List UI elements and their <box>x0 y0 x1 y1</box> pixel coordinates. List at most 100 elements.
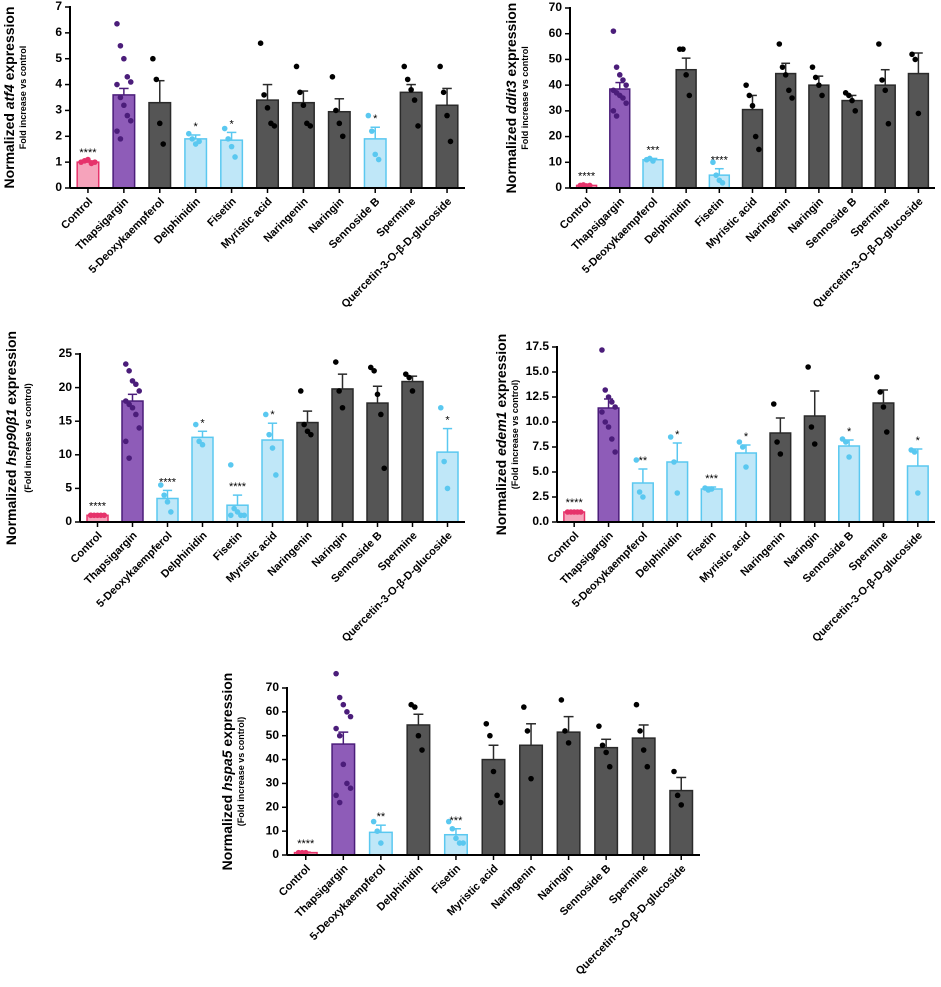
y-tick-label: 20 <box>266 799 280 813</box>
data-point <box>415 732 422 739</box>
x-tick-label: Fisetin <box>211 529 245 563</box>
data-point <box>610 108 617 114</box>
y-axis-label: Normalized ddit3 expression <box>503 3 519 194</box>
significance-label: **** <box>297 838 315 850</box>
significance-label: *** <box>647 144 661 156</box>
data-point <box>293 63 300 70</box>
data-point <box>636 489 643 495</box>
significance-label: * <box>445 415 450 427</box>
bar <box>121 400 144 523</box>
data-point <box>378 411 384 418</box>
data-point <box>610 28 617 34</box>
bar <box>399 91 423 189</box>
significance-label: * <box>194 121 199 133</box>
data-point <box>401 63 408 70</box>
data-point <box>613 64 620 70</box>
bar <box>148 101 172 189</box>
data-point <box>633 457 640 463</box>
data-point <box>92 159 98 165</box>
y-tick-label: 7.5 <box>532 439 549 453</box>
data-point <box>333 792 339 799</box>
data-point <box>228 143 235 150</box>
y-axis-label-part: expression <box>503 3 519 81</box>
bar <box>669 789 694 856</box>
y-axis-sublabel: (Fold increase vs control) <box>23 383 33 493</box>
data-point <box>301 421 307 428</box>
data-point <box>603 749 609 756</box>
data-point <box>453 835 459 842</box>
bar <box>631 737 656 856</box>
data-point <box>232 154 238 160</box>
bar <box>675 68 697 189</box>
data-point <box>565 740 572 746</box>
y-tick-label: 60 <box>549 26 563 40</box>
data-point <box>333 725 339 732</box>
y-tick-label: 20 <box>59 380 73 394</box>
data-point <box>227 462 234 468</box>
y-tick-label: 2 <box>55 128 62 142</box>
data-point <box>122 361 129 367</box>
data-point <box>199 441 206 448</box>
data-point <box>336 799 343 806</box>
data-point <box>437 63 443 70</box>
data-point <box>332 359 339 365</box>
data-point <box>307 123 314 129</box>
y-axis-label: Normalized atf4 expression <box>1 6 17 188</box>
data-point <box>114 81 120 88</box>
panel: Normalized hsp90β1 expression (Fold incre… <box>3 331 465 644</box>
bar <box>401 380 424 523</box>
data-point <box>257 40 264 46</box>
data-point <box>736 439 743 445</box>
data-point <box>122 438 129 445</box>
data-point <box>329 74 336 80</box>
data-point <box>683 72 689 78</box>
bar <box>734 452 758 523</box>
data-point <box>528 775 534 782</box>
data-point <box>777 451 784 457</box>
y-axis-label-part: expression <box>219 673 235 751</box>
significance-label: ** <box>639 455 648 467</box>
data-point <box>612 449 618 455</box>
data-point <box>271 123 278 129</box>
bar <box>366 402 389 523</box>
data-point <box>408 86 414 93</box>
significance-label: * <box>270 409 275 421</box>
data-point <box>336 120 343 127</box>
significance-label: **** <box>89 501 107 513</box>
significance-label: *** <box>450 815 464 827</box>
y-axis-label-part: expression <box>3 331 19 409</box>
data-point <box>842 439 849 445</box>
data-point <box>558 697 565 703</box>
y-axis-label-part: ddit3 <box>503 80 519 114</box>
data-point <box>521 704 527 710</box>
data-point <box>605 394 612 400</box>
x-tick-label: Fisetin <box>430 862 464 896</box>
data-point <box>164 499 171 505</box>
data-point <box>876 41 882 47</box>
data-point <box>915 110 922 117</box>
data-point <box>189 136 196 142</box>
data-point <box>644 763 651 770</box>
data-point <box>127 117 134 124</box>
data-point <box>882 87 889 94</box>
bar <box>406 724 431 856</box>
data-point <box>650 158 656 164</box>
bar <box>556 731 581 856</box>
data-point <box>136 388 143 394</box>
y-tick-label: 2.5 <box>532 489 549 503</box>
data-point <box>805 364 811 370</box>
data-point <box>160 141 167 147</box>
data-point <box>846 92 852 99</box>
data-point <box>378 840 384 846</box>
data-point <box>577 509 584 515</box>
significance-label: ** <box>377 811 386 823</box>
y-axis-sublabel: Fold increase vs control <box>18 46 28 150</box>
data-point <box>739 444 746 450</box>
data-point <box>445 818 452 825</box>
bar <box>841 99 863 189</box>
data-point <box>336 694 343 701</box>
data-point <box>449 825 456 832</box>
data-point <box>915 490 921 496</box>
